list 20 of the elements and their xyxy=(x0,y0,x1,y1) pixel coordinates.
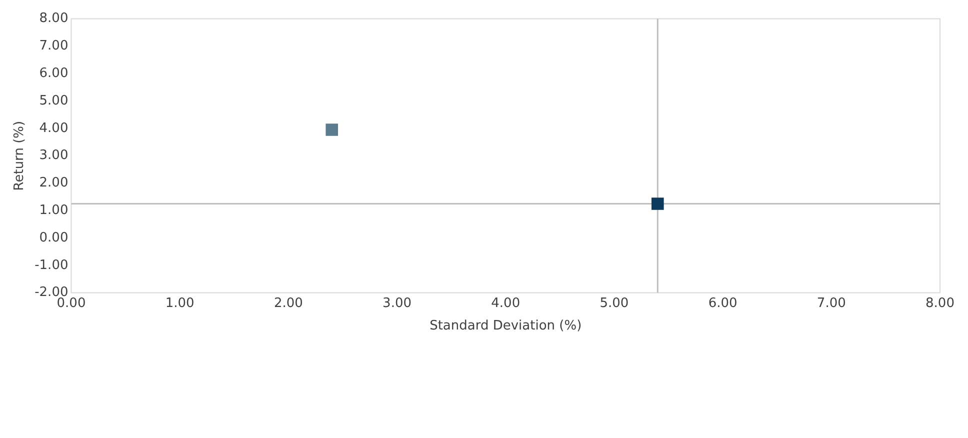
x-axis-title: Standard Deviation (%) xyxy=(430,318,582,334)
x-tick-label: 3.00 xyxy=(382,296,412,311)
y-tick-label: 8.00 xyxy=(39,11,68,26)
y-tick-label: 1.00 xyxy=(39,202,68,218)
x-tick-label: 7.00 xyxy=(816,296,846,311)
y-tick-label: 3.00 xyxy=(39,148,68,164)
y-tick-label: 2.00 xyxy=(39,176,68,191)
y-axis-title: Return (%) xyxy=(12,120,28,191)
x-tick-label: 8.00 xyxy=(926,296,954,311)
x-tick-label: 4.00 xyxy=(491,296,520,311)
x-tick-label: 2.00 xyxy=(274,296,303,311)
y-tick-label: -1.00 xyxy=(34,258,68,273)
y-tick-label: 7.00 xyxy=(39,38,68,54)
y-tick-label: 5.00 xyxy=(39,93,68,108)
y-tick-label: 6.00 xyxy=(39,66,68,81)
x-tick-label: 6.00 xyxy=(708,296,738,311)
x-tick-label: 1.00 xyxy=(165,296,194,311)
y-tick-label: 0.00 xyxy=(39,230,68,246)
y-tick-label: 4.00 xyxy=(39,120,68,136)
x-tick-label: 5.00 xyxy=(600,296,629,311)
